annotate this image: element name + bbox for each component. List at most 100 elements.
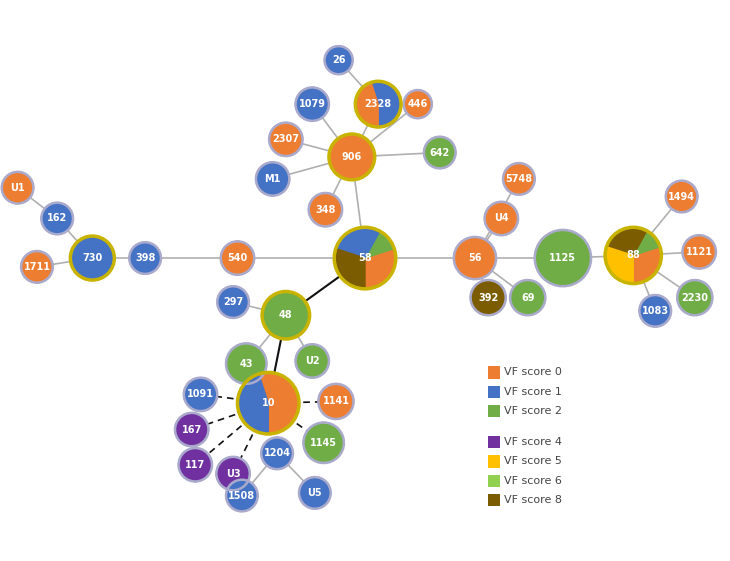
Circle shape [325,46,353,74]
Circle shape [269,123,302,156]
Circle shape [503,163,535,195]
Wedge shape [356,82,378,127]
Circle shape [1,172,34,204]
Circle shape [535,230,591,286]
Text: VF score 1: VF score 1 [504,387,562,397]
Text: 2230: 2230 [681,293,708,302]
Text: VF score 8: VF score 8 [504,495,562,505]
Text: 2328: 2328 [364,99,392,109]
Text: 5748: 5748 [505,174,532,184]
Bar [488,385,501,398]
Text: 2307: 2307 [272,134,299,144]
Circle shape [296,344,329,378]
Circle shape [639,295,671,327]
Wedge shape [633,231,660,255]
Text: U4: U4 [494,214,509,223]
Text: U5: U5 [307,488,322,498]
Circle shape [510,280,545,315]
Circle shape [404,90,432,118]
Circle shape [226,480,258,512]
Text: 1204: 1204 [264,448,291,458]
Text: 43: 43 [239,358,253,369]
Text: 540: 540 [227,253,247,263]
Text: 1125: 1125 [550,253,577,263]
Text: 348: 348 [315,205,336,215]
Text: U3: U3 [226,468,240,479]
Text: 1494: 1494 [668,191,695,201]
Wedge shape [633,247,661,283]
Circle shape [677,280,712,315]
Text: 56: 56 [468,253,482,263]
Circle shape [485,202,518,235]
Circle shape [666,181,697,212]
Circle shape [471,280,506,315]
Text: 48: 48 [279,310,293,320]
Text: 446: 446 [407,99,428,109]
Bar [488,456,501,467]
Circle shape [296,88,329,121]
Circle shape [220,241,254,275]
Circle shape [256,162,289,196]
Wedge shape [334,249,365,289]
Circle shape [299,477,331,509]
Wedge shape [365,231,394,258]
Text: 69: 69 [521,293,534,302]
Text: 162: 162 [47,214,67,223]
Bar [488,405,501,417]
Text: 392: 392 [478,293,499,302]
Text: VF score 2: VF score 2 [504,406,562,416]
Bar [488,494,501,506]
Circle shape [683,235,716,269]
Text: VF score 0: VF score 0 [504,367,562,378]
Circle shape [179,448,212,481]
Text: U1: U1 [10,183,25,193]
Text: 906: 906 [342,152,362,162]
Circle shape [318,384,353,419]
Wedge shape [237,374,268,434]
Text: 1083: 1083 [642,306,669,316]
Text: 1508: 1508 [228,490,256,500]
Circle shape [42,203,73,234]
Text: VF score 5: VF score 5 [504,457,562,466]
Circle shape [262,292,310,339]
Wedge shape [607,227,647,255]
Circle shape [226,343,266,384]
Text: 167: 167 [182,425,202,435]
Wedge shape [371,81,401,127]
Circle shape [329,134,374,180]
Text: 1141: 1141 [323,397,350,406]
Text: 10: 10 [261,398,275,408]
Circle shape [129,242,161,274]
Circle shape [216,457,250,490]
Wedge shape [365,249,396,289]
Text: 88: 88 [626,250,640,260]
Circle shape [70,236,115,280]
Wedge shape [258,373,299,434]
Circle shape [184,378,218,411]
Text: M1: M1 [264,174,281,184]
Text: 297: 297 [223,297,243,307]
Bar [488,436,501,448]
Text: 1145: 1145 [310,438,337,448]
Wedge shape [605,247,633,283]
Circle shape [304,422,344,463]
Text: 1711: 1711 [23,262,50,272]
Text: U2: U2 [305,356,320,366]
Text: VF score 6: VF score 6 [504,476,562,486]
Text: 1091: 1091 [187,389,214,399]
Bar [488,366,501,379]
Text: 730: 730 [82,253,102,263]
Text: 26: 26 [332,55,345,65]
Text: 642: 642 [430,148,450,158]
Text: 58: 58 [358,253,372,263]
Bar [488,475,501,487]
Circle shape [309,193,342,227]
Wedge shape [336,227,380,258]
Text: 398: 398 [135,253,155,263]
Text: 1121: 1121 [685,247,712,257]
Circle shape [218,286,249,318]
Text: 117: 117 [185,460,205,470]
Circle shape [424,137,456,168]
Text: 1079: 1079 [299,99,326,109]
Circle shape [454,237,496,279]
